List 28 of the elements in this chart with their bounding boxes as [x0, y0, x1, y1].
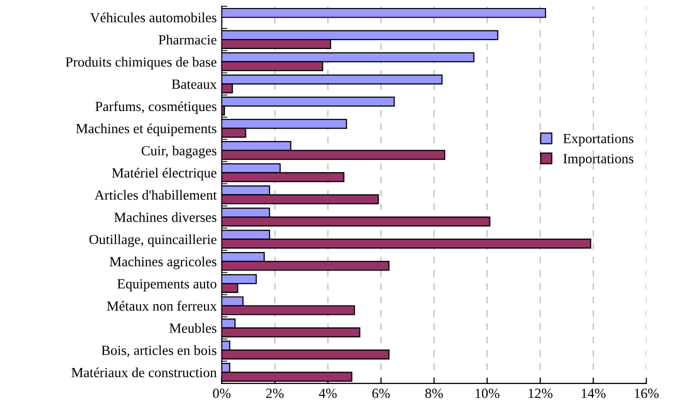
x-tick-label: 6% [372, 388, 390, 398]
x-tick-label: 14% [582, 388, 606, 398]
x-tick-label: 0% [213, 388, 231, 398]
y-tick-label: Pharmacie [158, 34, 216, 45]
x-tick-label: 8% [425, 388, 443, 398]
y-tick-label: Métaux non ferreux [106, 300, 217, 311]
y-tick-label: Matériel électrique [112, 168, 216, 180]
y-tick-label: Parfums, cosmétiques [95, 101, 216, 114]
y-tick-label: Equipements auto [117, 279, 216, 292]
x-tick-label: 12% [528, 388, 552, 398]
y-tick-label: Machines et équipements [76, 123, 216, 136]
y-tick-label: Bateaux [172, 80, 217, 89]
x-tick-label: 16% [634, 388, 659, 398]
y-tick-label: Cuir, bagages [142, 146, 216, 158]
legend-label: Importations [563, 154, 634, 166]
x-tick-label: 4% [318, 388, 337, 398]
y-tick-label: Articles d'habillement [94, 190, 217, 200]
y-tick-label: Véhicules automobiles [90, 12, 216, 22]
x-tick-label: 2% [266, 388, 284, 398]
y-tick-label: Matériaux de construction [71, 367, 217, 378]
y-tick-label: Bois, articles en bois [102, 345, 216, 358]
y-tick-label: Machines diverses [114, 212, 216, 222]
x-tick-label: 10% [476, 388, 500, 398]
y-tick-label: Outillage, quincaillerie [89, 234, 216, 248]
y-tick-label: Machines agricoles [110, 256, 216, 270]
legend-label: Exportations [563, 134, 634, 146]
y-tick-label: Meubles [169, 323, 216, 333]
y-tick-label: Produits chimiques de base [66, 56, 216, 70]
